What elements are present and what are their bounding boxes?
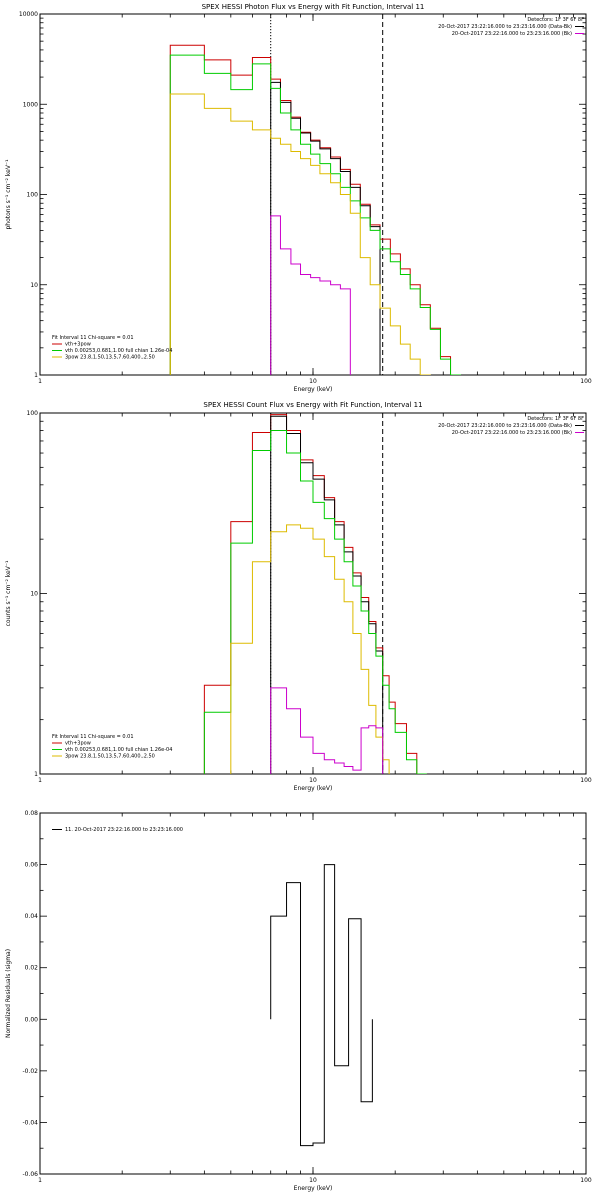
series-vth bbox=[203, 429, 427, 774]
legend-entry: Fit Interval 11 Chi-square = 0.01 bbox=[52, 734, 134, 740]
y-tick-label: 0.08 bbox=[25, 810, 39, 817]
plot-area bbox=[203, 413, 427, 774]
y-tick-label: -0.06 bbox=[22, 1171, 38, 1178]
series-step-line bbox=[203, 429, 427, 774]
series-step-line bbox=[270, 864, 373, 1147]
legend-entry: 11. 20-Oct-2017 23:22:16.000 to 23:23:16… bbox=[65, 827, 183, 833]
legend-entry: vth 0.00253,0.681,1.00 full chian 1.26e-… bbox=[65, 348, 172, 354]
chart-panel-2: SPEX HESSI Count Flux vs Energy with Fit… bbox=[5, 401, 592, 792]
plot-area bbox=[169, 14, 462, 375]
legend-entry: Fit Interval 11 Chi-square = 0.01 bbox=[52, 335, 134, 341]
series-step-line bbox=[270, 687, 384, 774]
x-tick-label: 10 bbox=[309, 1177, 317, 1184]
series-step-line bbox=[203, 414, 427, 774]
series-vth-3pow bbox=[203, 414, 427, 774]
y-tick-label: 1 bbox=[34, 372, 38, 379]
header-line: 20-Oct-2017 23:22:16.000 to 23:23:16.000… bbox=[452, 31, 572, 37]
series-step-line bbox=[169, 93, 431, 375]
y-tick-label: 0.00 bbox=[25, 1016, 39, 1023]
y-tick-label: 0.02 bbox=[25, 965, 39, 972]
series-step-line bbox=[270, 215, 351, 375]
legend-entry: 3pow 23.8,1.50,13.5,7.60,400.,2.50 bbox=[65, 754, 155, 760]
x-axis-label: Energy (keV) bbox=[294, 785, 333, 792]
chart-title: SPEX HESSI Count Flux vs Energy with Fit… bbox=[203, 401, 422, 409]
series-bk bbox=[270, 687, 384, 774]
x-tick-label: 1 bbox=[38, 378, 42, 385]
y-tick-label: 10 bbox=[30, 591, 38, 598]
y-tick-label: 0.06 bbox=[25, 862, 39, 869]
header-line: 20-Oct-2017 23:22:16.000 to 23:23:16.000… bbox=[438, 423, 572, 429]
series-step-line bbox=[270, 415, 384, 774]
header-line: Detectors: 1F 3F 6F 8F bbox=[527, 17, 584, 23]
x-tick-label: 10 bbox=[309, 777, 317, 784]
chart-panel-3: 1 10 100 Energy (keV) -0.06 -0.04 -0.02 0.00 0.0… bbox=[5, 810, 592, 1192]
legend-entry: vth+3pow bbox=[65, 342, 91, 348]
y-tick-label: -0.04 bbox=[22, 1119, 38, 1126]
x-tick-label: 10 bbox=[309, 378, 317, 385]
x-tick-label: 1 bbox=[38, 1177, 42, 1184]
y-tick-label: 10000 bbox=[19, 11, 38, 18]
y-tick-label: 10 bbox=[30, 282, 38, 289]
series-step-line bbox=[270, 81, 381, 375]
series-data-bk bbox=[270, 81, 381, 375]
chart-title: SPEX HESSI Photon Flux vs Energy with Fi… bbox=[202, 3, 425, 11]
series-step-line bbox=[169, 44, 462, 375]
series-vth-3pow bbox=[169, 44, 462, 375]
legend-entry: 3pow 23.8,1.50,13.5,7.60,400.,2.50 bbox=[65, 355, 155, 361]
series-3pow bbox=[230, 524, 390, 774]
y-tick-label: -0.02 bbox=[22, 1068, 38, 1075]
y-tick-label: 100 bbox=[27, 192, 39, 199]
header-line: Detectors: 1F 3F 6F 8F bbox=[527, 416, 584, 422]
y-axis-label: Normalized Residuals (sigma) bbox=[5, 949, 12, 1038]
series-step-line bbox=[169, 54, 462, 375]
plot-area bbox=[270, 864, 373, 1147]
series-3pow bbox=[169, 93, 431, 375]
x-tick-label: 1 bbox=[38, 777, 42, 784]
plot-frame bbox=[39, 812, 587, 1175]
series-vth bbox=[169, 54, 462, 375]
plot-frame bbox=[39, 13, 587, 376]
header-line: 20-Oct-2017 23:22:16.000 to 23:23:16.000… bbox=[438, 24, 572, 30]
y-tick-label: 0.04 bbox=[25, 913, 39, 920]
series-data-bk bbox=[270, 415, 384, 774]
chart-panel-1: SPEX HESSI Photon Flux vs Energy with Fi… bbox=[5, 3, 592, 393]
series-step-line bbox=[230, 524, 390, 774]
y-axis-label: counts s⁻¹ cm⁻² keV⁻¹ bbox=[5, 560, 12, 626]
y-tick-label: 1 bbox=[34, 771, 38, 778]
y-tick-label: 100 bbox=[27, 410, 39, 417]
x-axis-label: Energy (keV) bbox=[294, 1185, 333, 1192]
x-tick-label: 100 bbox=[580, 777, 592, 784]
y-tick-label: 1000 bbox=[23, 101, 38, 108]
series-residuals bbox=[270, 864, 373, 1147]
x-tick-label: 100 bbox=[580, 378, 592, 385]
x-axis-label: Energy (keV) bbox=[294, 386, 333, 393]
legend-entry: vth+3pow bbox=[65, 741, 91, 747]
x-tick-label: 100 bbox=[580, 1177, 592, 1184]
header-line: 20-Oct-2017 23:22:16.000 to 23:23:16.000… bbox=[452, 430, 572, 436]
legend-entry: vth 0.00253,0.681,1.00 full chian 1.26e-… bbox=[65, 747, 172, 753]
y-axis-label: photons s⁻¹ cm⁻² keV⁻¹ bbox=[5, 159, 12, 230]
series-bk bbox=[270, 215, 351, 375]
